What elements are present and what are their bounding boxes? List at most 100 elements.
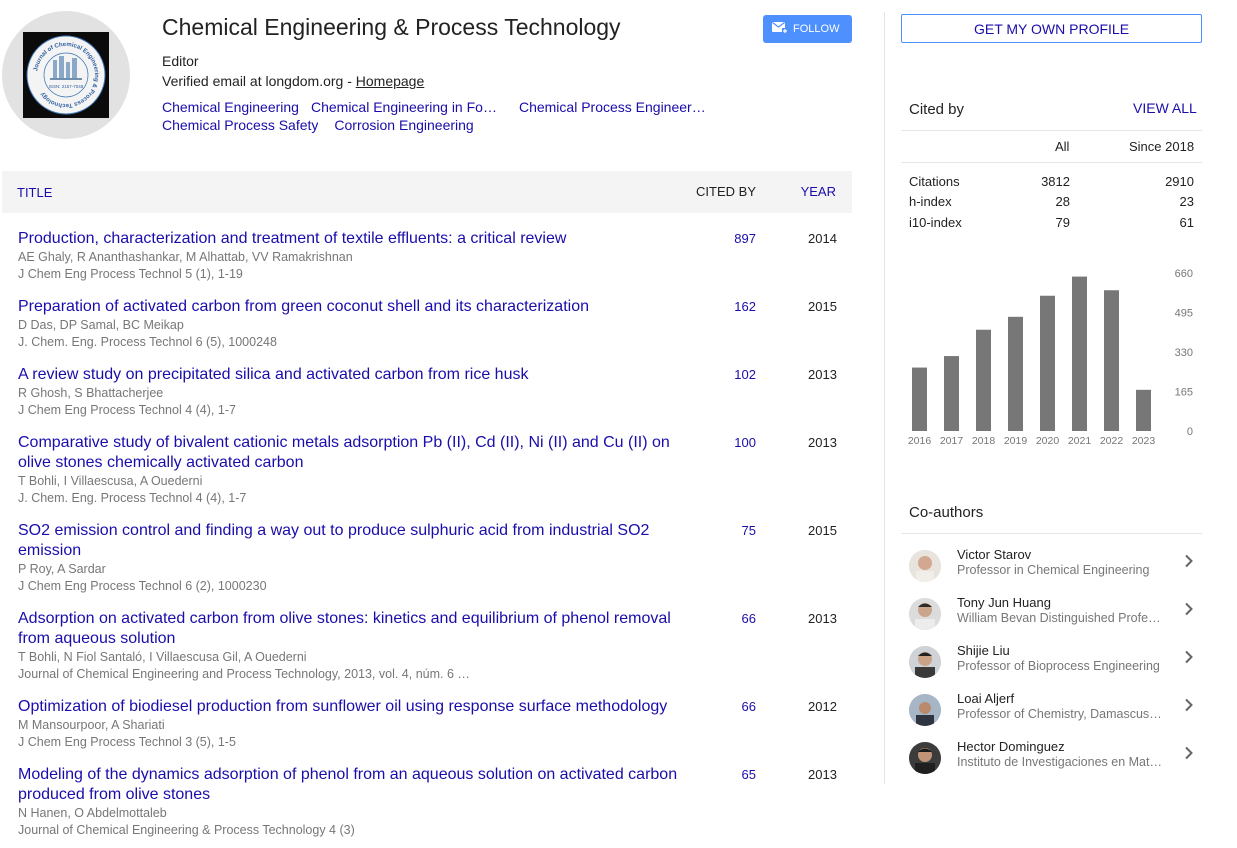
view-all-link[interactable]: VIEW ALL [1133, 100, 1197, 116]
publication-year: 2015 [808, 299, 837, 314]
publication-title[interactable]: A review study on precipitated silica an… [18, 366, 529, 383]
publication-authors: R Ghosh, S Bhattacherjee [18, 386, 164, 400]
chevron-right-icon[interactable] [1182, 650, 1196, 664]
x-tick-label: 2021 [1068, 435, 1092, 447]
cited-by-count[interactable]: 65 [741, 767, 756, 782]
publication-venue: Journal of Chemical Engineering & Proces… [18, 823, 355, 837]
publication-title[interactable]: Production, characterization and treatme… [18, 230, 567, 247]
citation-bar-2016[interactable] [912, 367, 927, 431]
citation-bar-2022[interactable] [1104, 290, 1119, 431]
x-tick-label: 2023 [1132, 435, 1156, 447]
citation-bar-2019[interactable] [1008, 316, 1023, 431]
divider [901, 162, 1202, 163]
stat-since: 61 [1179, 215, 1194, 230]
citations-chart: 2016 2017 2018 2019 2020 2021 2022 2023 660 495 33… [901, 260, 1202, 460]
publication-venue: J Chem Eng Process Technol 5 (1), 1-19 [18, 267, 243, 281]
publication-authors: D Das, DP Samal, BC Meikap [18, 318, 184, 332]
table-row: Optimization of biodiesel production fro… [18, 697, 848, 751]
chevron-right-icon[interactable] [1182, 602, 1196, 616]
sort-year[interactable]: YEAR [800, 184, 836, 199]
cited-by-count[interactable]: 66 [741, 699, 756, 714]
cited-by-count[interactable]: 162 [734, 299, 756, 314]
cited-by-count[interactable]: 100 [734, 435, 756, 450]
publication-year: 2013 [808, 767, 837, 782]
co-author-name[interactable]: Tony Jun Huang [957, 595, 1051, 610]
co-author-avatar [909, 550, 941, 582]
chevron-right-icon[interactable] [1182, 554, 1196, 568]
interest-chemical-process-engineering[interactable]: Chemical Process Engineer… [518, 99, 706, 115]
svg-text:ISSN: 2157-7048: ISSN: 2157-7048 [49, 84, 84, 89]
co-author-item[interactable]: Tony Jun Huang William Bevan Distinguish… [901, 595, 1202, 646]
chevron-right-icon[interactable] [1182, 746, 1196, 760]
citation-bar-2017[interactable] [944, 356, 959, 431]
co-author-avatar [909, 646, 941, 678]
publication-year: 2015 [808, 523, 837, 538]
publication-authors: T Bohli, N Fiol Santaló, I Villaescusa G… [18, 650, 307, 664]
interest-chemical-process-safety[interactable]: Chemical Process Safety [162, 117, 319, 133]
publication-venue: J Chem Eng Process Technol 3 (5), 1-5 [18, 735, 236, 749]
stat-label: h-index [909, 194, 952, 209]
get-my-own-profile-button[interactable]: GET MY OWN PROFILE [901, 14, 1202, 43]
y-tick-label: 0 [1187, 426, 1193, 438]
stat-all: 28 [1055, 194, 1070, 209]
publication-title[interactable]: Modeling of the dynamics adsorption of p… [18, 766, 678, 803]
co-author-name[interactable]: Shijie Liu [957, 643, 1010, 658]
cited-by-count[interactable]: 102 [734, 367, 756, 382]
publication-authors: N Hanen, O Abdelmottaleb [18, 806, 167, 820]
table-row: Comparative study of bivalent cationic m… [18, 433, 848, 507]
cited-by-count[interactable]: 897 [734, 231, 756, 246]
sort-title[interactable]: TITLE [17, 185, 53, 200]
co-author-avatar [909, 598, 941, 630]
publication-title[interactable]: Optimization of biodiesel production fro… [18, 698, 668, 715]
interest-corrosion-engineering[interactable]: Corrosion Engineering [334, 117, 474, 133]
y-tick-label: 495 [1175, 308, 1193, 320]
publication-year: 2014 [808, 231, 837, 246]
stat-since: 2910 [1165, 174, 1194, 189]
publication-venue: J Chem Eng Process Technol 6 (2), 100023… [18, 579, 267, 593]
profile-name: Chemical Engineering & Process Technolog… [162, 14, 621, 40]
y-tick-label: 330 [1175, 347, 1193, 359]
profile-email: Verified email at longdom.org - Homepage [162, 73, 424, 89]
citation-bar-2020[interactable] [1040, 295, 1055, 431]
interest-chemical-engineering-in-food[interactable]: Chemical Engineering in Fo… [310, 99, 497, 115]
stat-row-citations: Citations 3812 2910 [909, 174, 1194, 194]
co-author-name[interactable]: Hector Dominguez [957, 739, 1065, 754]
co-author-description: Professor in Chemical Engineering [957, 563, 1150, 577]
publication-title[interactable]: SO2 emission control and finding a way o… [18, 522, 650, 559]
table-row: Modeling of the dynamics adsorption of p… [18, 765, 848, 839]
publication-year: 2012 [808, 699, 837, 714]
publication-authors: P Roy, A Sardar [18, 562, 106, 576]
citation-bar-2023[interactable] [1136, 389, 1151, 431]
publication-title[interactable]: Adsorption on activated carbon from oliv… [18, 610, 671, 647]
publication-title[interactable]: Comparative study of bivalent cationic m… [18, 434, 670, 471]
homepage-link[interactable]: Homepage [355, 73, 425, 89]
chevron-right-icon[interactable] [1182, 698, 1196, 712]
co-author-item[interactable]: Loai Aljerf Professor of Chemistry, Dama… [901, 691, 1202, 742]
publication-venue: J. Chem. Eng. Process Technol 4 (4), 1-7 [18, 491, 247, 505]
co-author-name[interactable]: Loai Aljerf [957, 691, 1015, 706]
interest-chemical-engineering[interactable]: Chemical Engineering [162, 99, 299, 115]
publication-authors: AE Ghaly, R Ananthashankar, M Alhattab, … [18, 250, 353, 264]
stat-row-h-index: h-index 28 23 [909, 194, 1194, 214]
citation-bar-2018[interactable] [976, 329, 991, 431]
follow-label: FOLLOW [793, 23, 840, 35]
follow-button[interactable]: FOLLOW [763, 15, 852, 43]
table-row: Preparation of activated carbon from gre… [18, 297, 848, 351]
co-author-item[interactable]: Shijie Liu Professor of Bioprocess Engin… [901, 643, 1202, 694]
table-header: TITLE CITED BY YEAR [2, 171, 852, 213]
co-author-item[interactable]: Hector Dominguez Instituto de Investigac… [901, 739, 1202, 790]
publication-title[interactable]: Preparation of activated carbon from gre… [18, 298, 589, 315]
publication-venue: J Chem Eng Process Technol 4 (4), 1-7 [18, 403, 236, 417]
publication-year: 2013 [808, 611, 837, 626]
table-row: Production, characterization and treatme… [18, 229, 848, 283]
stat-row-i10-index: i10-index 79 61 [909, 215, 1194, 235]
citation-bar-2021[interactable] [1072, 276, 1087, 431]
co-author-item[interactable]: Victor Starov Professor in Chemical Engi… [901, 547, 1202, 598]
stat-all: 79 [1055, 215, 1070, 230]
divider [901, 533, 1202, 534]
co-author-name[interactable]: Victor Starov [957, 547, 1032, 562]
cited-by-title: Cited by [909, 101, 965, 118]
cited-by-count[interactable]: 66 [741, 611, 756, 626]
cited-by-count[interactable]: 75 [741, 523, 756, 538]
publication-authors: M Mansourpoor, A Shariati [18, 718, 165, 732]
